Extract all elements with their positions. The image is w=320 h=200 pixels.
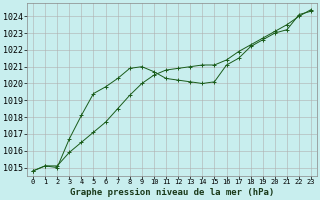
X-axis label: Graphe pression niveau de la mer (hPa): Graphe pression niveau de la mer (hPa) [70,188,274,197]
